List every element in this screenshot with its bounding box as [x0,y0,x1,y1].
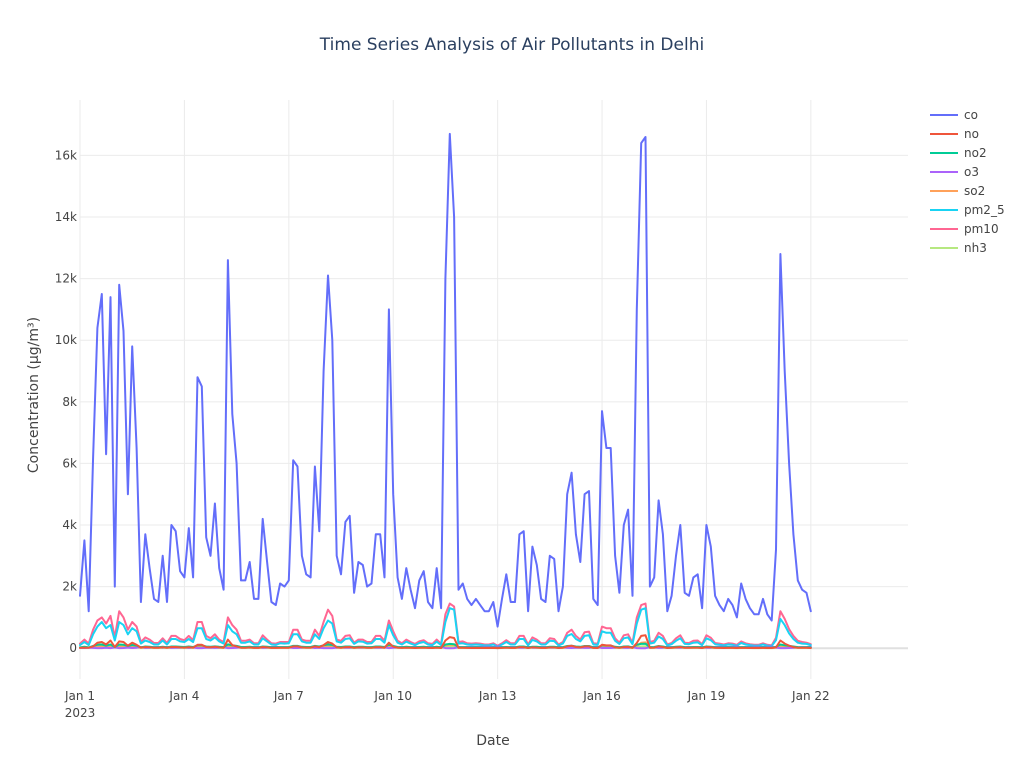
y-tick-label: 8k [62,395,77,409]
legend: co no no2 o3 so2 pm2_5 pm10 nh3 [930,108,1005,255]
y-tick-label: 6k [62,456,77,470]
y-tick-label: 2k [62,580,77,594]
x-tick-label: Jan 16 [582,689,621,703]
series-lines [79,132,812,650]
y-axis-title: Concentration (μg/m³) [26,317,42,473]
y-axis-ticks: 0 2k 4k 6k 8k 10k 12k 14k 16k [55,148,77,655]
y-tick-label: 16k [55,148,77,162]
legend-label-no2: no2 [964,146,987,160]
y-tick-label: 0 [69,641,77,655]
series-line-pm10 [79,602,812,647]
series-line-pm2_5 [79,607,812,648]
x-tick-sublabel: 2023 [65,706,96,720]
x-axis-title: Date [476,733,509,749]
x-tick-label: Jan 7 [273,689,304,703]
x-tick-label: Jan 19 [687,689,726,703]
x-tick-label: Jan 4 [168,689,199,703]
legend-label-nh3: nh3 [964,241,987,255]
y-tick-label: 14k [55,210,77,224]
series-line-no [79,634,812,650]
chart-title: Time Series Analysis of Air Pollutants i… [319,35,704,55]
legend-label-o3: o3 [964,165,979,179]
x-tick-label: Jan 13 [478,689,517,703]
y-tick-label: 4k [62,518,77,532]
gridlines [79,100,908,679]
legend-label-no: no [964,127,979,141]
x-tick-label: Jan 22 [791,689,830,703]
legend-label-so2: so2 [964,184,985,198]
legend-label-pm2_5: pm2_5 [964,203,1005,217]
legend-label-pm10: pm10 [964,222,999,236]
x-tick-label: Jan 10 [373,689,412,703]
x-tick-label: Jan 1 [64,689,95,703]
y-tick-label: 12k [55,272,77,286]
legend-label-co: co [964,108,978,122]
x-axis-ticks: Jan 1 2023 Jan 4 Jan 7 Jan 10 Jan 13 Jan 16 Jan… [64,689,830,720]
y-tick-label: 10k [55,333,77,347]
series-line-co [79,132,812,628]
